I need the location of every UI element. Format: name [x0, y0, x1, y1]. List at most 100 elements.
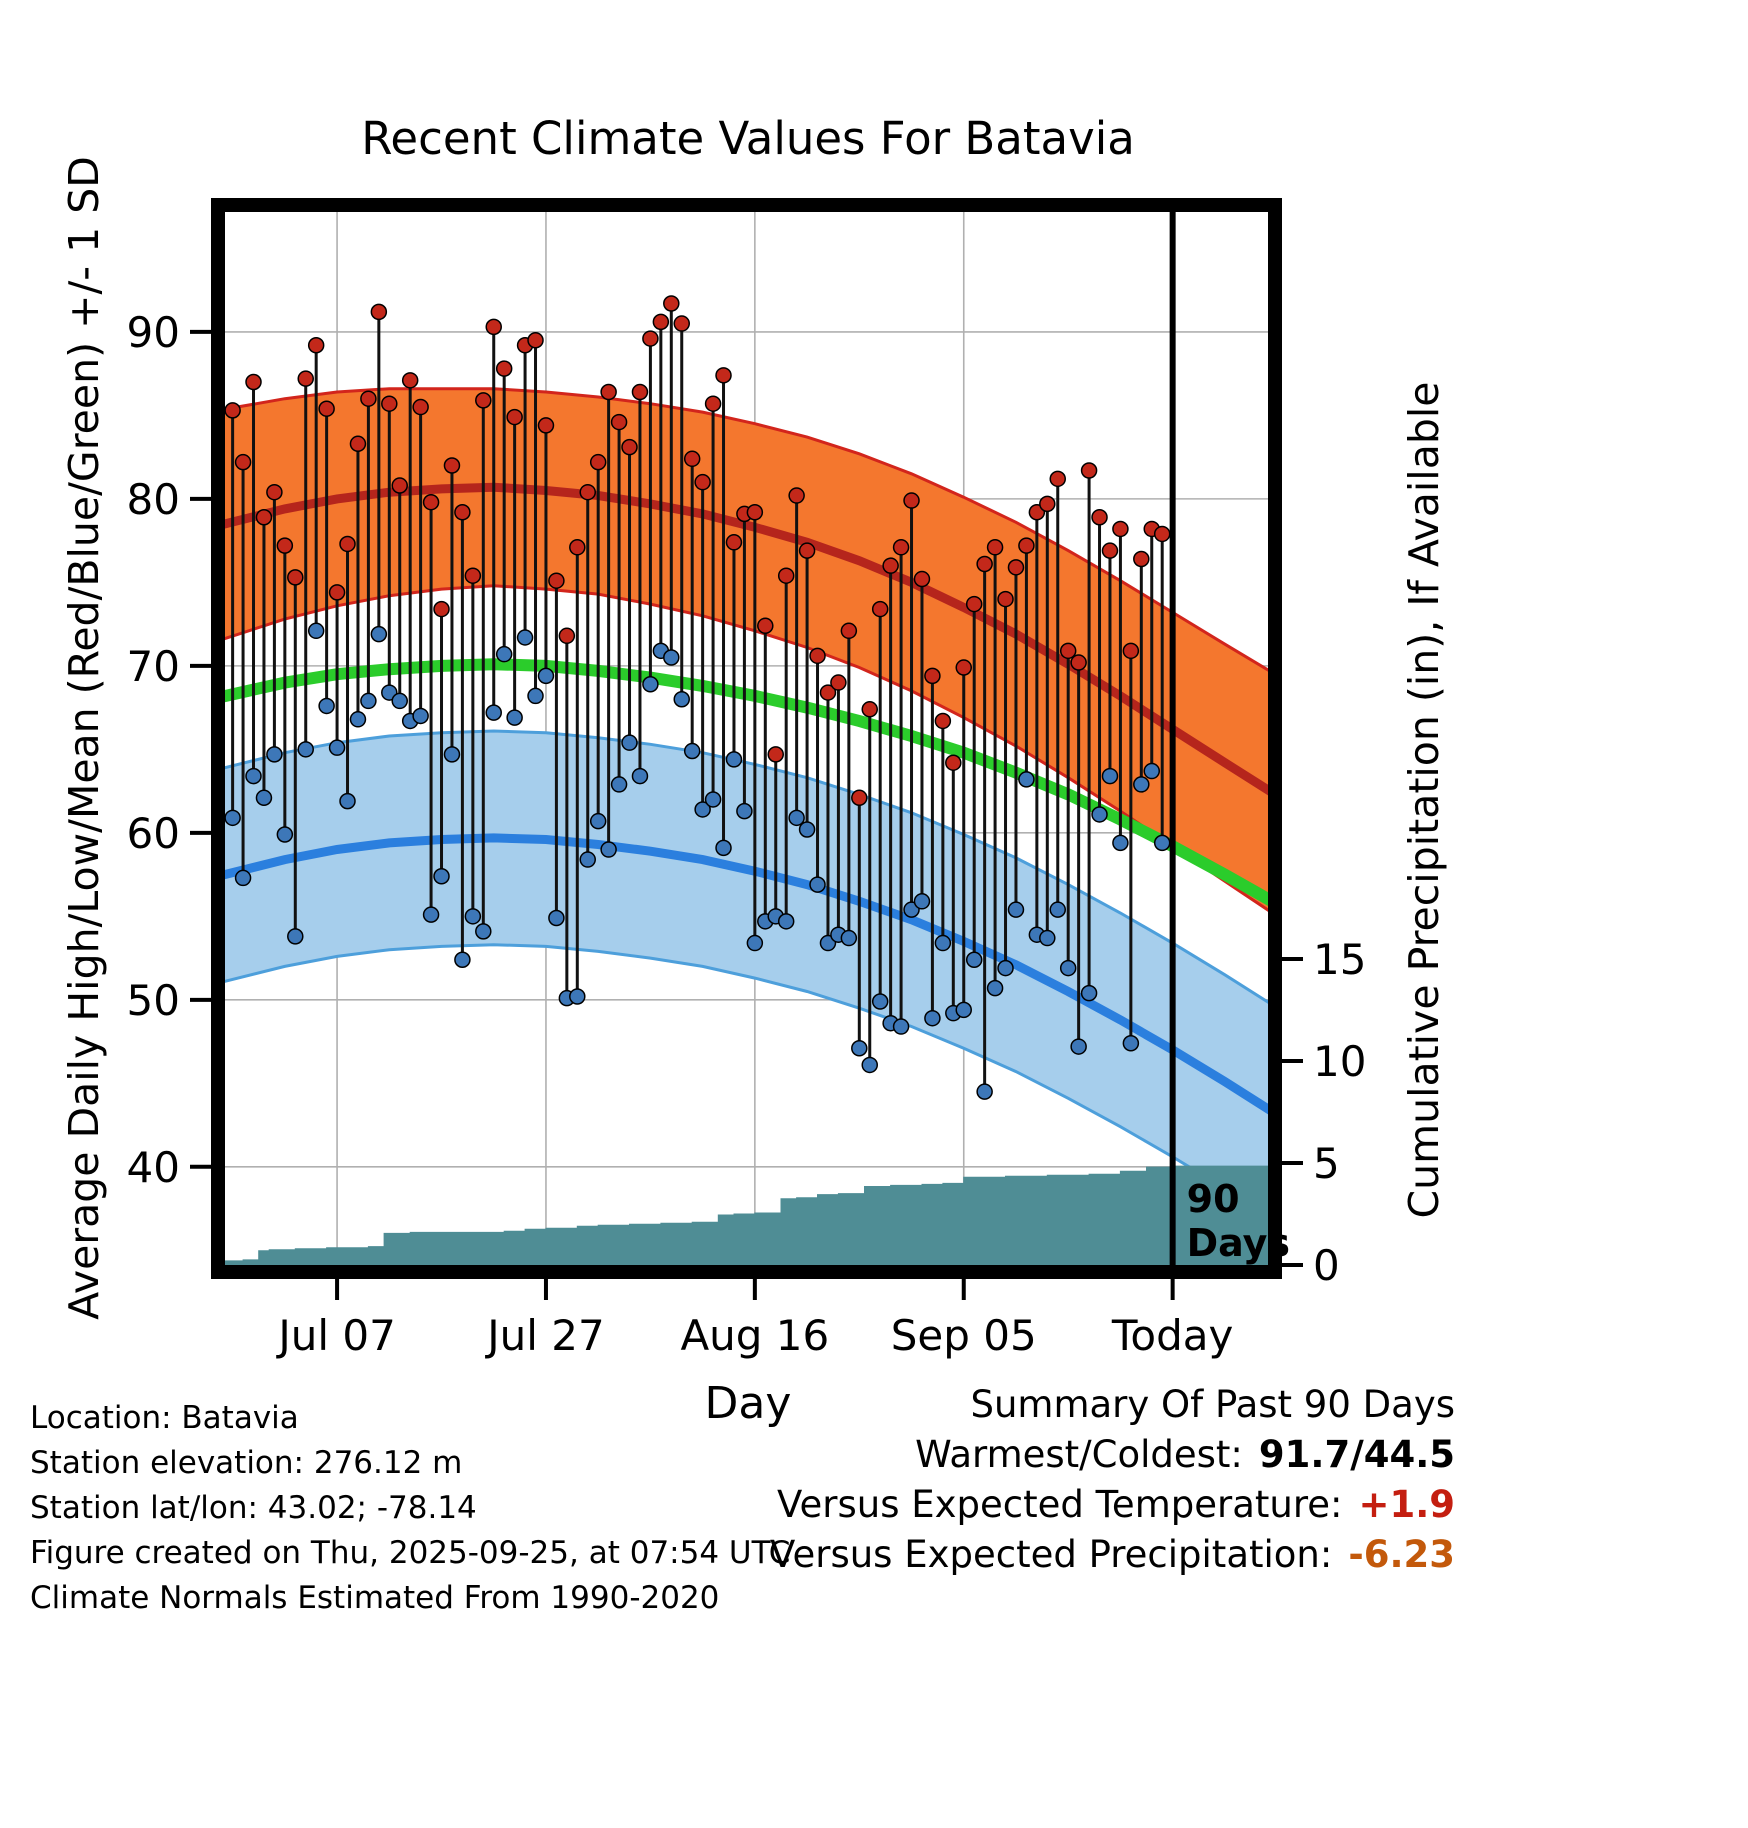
daily-high-dot — [600, 383, 617, 401]
daily-high-dot — [422, 493, 440, 511]
daily-low-dot — [892, 1018, 910, 1035]
high-temp-band-upper-edge — [217, 387, 1276, 676]
daily-low-dot — [391, 692, 408, 710]
daily-low-dot — [537, 667, 555, 685]
daily-low-dot — [955, 1001, 972, 1019]
daily-low-dot — [704, 791, 722, 808]
daily-high-dot — [955, 659, 972, 676]
daily-high-dot — [913, 570, 931, 588]
x-tick-label: Aug 16 — [680, 1311, 829, 1360]
daily-high-dot — [1080, 462, 1098, 479]
temp-tick-label: 40 — [127, 1143, 180, 1192]
daily-high-dot — [1070, 654, 1087, 671]
daily-high-dot — [715, 367, 732, 384]
summary-value: -6.23 — [1348, 1533, 1455, 1576]
daily-high-dot — [537, 417, 555, 434]
daily-low-dot — [840, 929, 858, 947]
summary-value: +1.9 — [1358, 1483, 1455, 1526]
daily-high-dot — [1153, 525, 1171, 543]
daily-high-dot — [851, 789, 868, 807]
daily-low-dot — [224, 809, 241, 827]
daily-high-dot — [245, 373, 262, 391]
daily-low-dot — [965, 951, 983, 968]
summary-label: Warmest/Coldest: — [915, 1433, 1243, 1476]
daily-low-dot — [1059, 959, 1077, 977]
daily-high-dot — [777, 567, 795, 584]
daily-high-dot — [642, 330, 659, 347]
summary-block: Summary Of Past 90 Days Warmest/Coldest:… — [770, 1380, 1455, 1580]
daily-high-dot — [652, 313, 670, 331]
daily-high-dot — [297, 370, 314, 387]
daily-low-dot — [360, 692, 377, 710]
daily-high-dot — [986, 539, 1004, 556]
daily-high-dot — [871, 600, 889, 618]
daily-high-dot — [830, 674, 847, 691]
daily-low-dot — [495, 645, 513, 663]
summary-label: Versus Expected Precipitation: — [770, 1533, 1333, 1576]
daily-high-dot — [725, 534, 743, 551]
daily-low-dot — [1091, 806, 1108, 823]
daily-high-dot — [1049, 470, 1067, 488]
daily-low-dot — [1018, 771, 1035, 788]
daily-low-dot — [986, 979, 1004, 997]
daily-low-dot — [339, 792, 356, 810]
daily-low-dot — [631, 767, 649, 785]
daily-low-dot — [589, 812, 607, 830]
daily-high-dot — [809, 647, 826, 665]
daily-high-dot — [757, 617, 774, 635]
daily-high-dot — [443, 457, 461, 474]
daily-high-dot — [892, 539, 910, 556]
daily-low-dot — [245, 767, 262, 785]
plot-border — [211, 198, 1282, 1279]
daily-low-dot — [1007, 901, 1025, 918]
daily-high-dot — [287, 569, 304, 586]
daily-high-dot — [840, 622, 858, 640]
daily-low-dot — [234, 869, 252, 887]
daily-low-dot — [297, 741, 314, 758]
summary-value: 91.7/44.5 — [1258, 1433, 1455, 1476]
daily-low-dot — [861, 1056, 878, 1074]
daily-high-dot — [621, 438, 638, 456]
daily-low-dot — [370, 625, 388, 643]
daily-high-dot — [1007, 559, 1025, 576]
daily-low-dot — [307, 622, 325, 640]
daily-high-dot — [506, 408, 523, 426]
figure-metadata-block: Location: Batavia Station elevation: 276… — [30, 1396, 790, 1621]
daily-low-dot — [600, 841, 617, 858]
daily-high-dot — [454, 503, 471, 521]
daily-high-dot — [401, 372, 419, 389]
daily-low-dot — [548, 909, 565, 927]
temp-tick-label: 90 — [127, 308, 180, 357]
daily-low-dot — [736, 802, 753, 820]
daily-high-dot — [548, 572, 565, 589]
daily-high-dot — [339, 535, 356, 553]
daily-low-dot — [569, 988, 586, 1005]
daily-low-dot — [1122, 1034, 1140, 1052]
daily-low-dot — [349, 711, 367, 728]
daily-low-dot — [788, 809, 805, 827]
daily-low-dot — [443, 746, 461, 763]
daily-low-dot — [798, 821, 816, 838]
daily-low-dot — [851, 1039, 868, 1057]
temp-tick-label: 50 — [127, 976, 180, 1025]
summary-row-vs-temperature: Versus Expected Temperature: +1.9 — [770, 1480, 1455, 1530]
daily-low-dot — [673, 691, 690, 708]
x-tick-label: Jul 27 — [484, 1311, 604, 1360]
daily-high-dot — [798, 542, 816, 559]
x-tick-label: Sep 05 — [891, 1311, 1037, 1360]
daily-high-dot — [903, 492, 920, 509]
left-axis-title: Average Daily High/Low/Mean (Red/Blue/Gr… — [60, 156, 108, 1320]
daily-high-dot — [224, 402, 241, 419]
daily-low-dot — [976, 1083, 993, 1100]
daily-low-dot — [1101, 767, 1119, 785]
daily-high-dot — [433, 600, 450, 618]
daily-high-dot — [965, 595, 983, 613]
daily-low-dot — [1143, 762, 1161, 780]
daily-low-dot — [266, 746, 283, 763]
daily-low-dot — [579, 851, 596, 868]
daily-low-dot — [1039, 929, 1056, 947]
daily-low-dot — [725, 751, 743, 768]
daily-low-dot — [1049, 901, 1067, 918]
daily-high-dot — [861, 701, 878, 718]
